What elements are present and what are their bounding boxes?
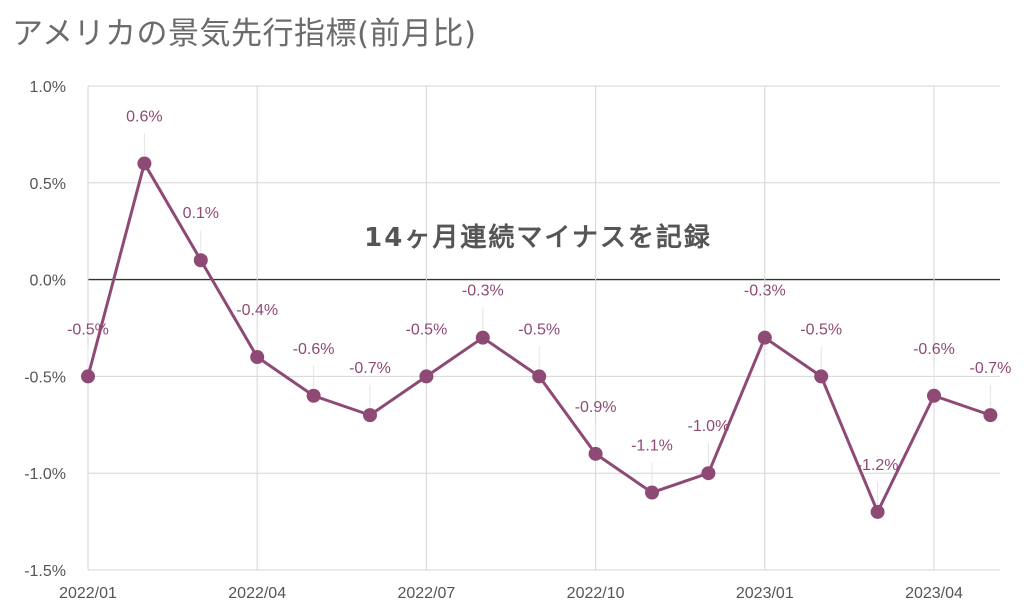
data-point [306,388,321,403]
chart-title: アメリカの景気先行指標(前月比) [12,16,477,52]
data-label: 0.6% [126,108,162,125]
data-point [419,369,434,384]
data-label: -0.3% [744,283,786,300]
data-label: -0.9% [575,399,617,416]
data-label: -1.0% [688,418,730,435]
data-point [814,369,829,384]
data-label: -0.6% [293,341,335,358]
data-point [137,156,152,171]
annotation-text: 14ヶ月連続マイナスを記録 [364,222,712,253]
data-point [588,446,603,461]
data-point [701,466,716,481]
x-tick-label: 2022/10 [567,585,625,602]
data-label: -0.5% [800,321,842,338]
data-label: -1.2% [857,457,899,474]
x-tick-label: 2023/04 [905,585,963,602]
data-label: -0.5% [67,321,109,338]
data-point [870,504,885,519]
data-point [927,388,941,403]
x-tick-label: 2022/07 [397,585,455,602]
data-point [532,369,547,384]
y-tick-label: -0.5% [24,369,66,386]
x-tick-label: 2022/01 [59,585,117,602]
data-point [645,485,659,500]
data-point [475,330,490,345]
data-label: -0.3% [462,283,504,300]
data-point [193,253,208,268]
data-point [757,330,772,345]
data-point [983,408,998,423]
data-label: 0.1% [183,205,219,222]
data-label: -0.6% [913,341,955,358]
x-tick-label: 2022/04 [228,585,286,602]
y-tick-label: 0.5% [30,176,66,193]
y-tick-label: -1.5% [24,563,66,580]
data-label: -0.7% [970,360,1012,377]
data-label: -0.7% [349,360,391,377]
x-tick-label: 2023/01 [736,585,794,602]
data-label: -1.1% [631,438,673,455]
data-label: -0.5% [518,321,560,338]
y-tick-label: 0.0% [30,273,66,290]
data-point [363,408,377,423]
data-label: -0.5% [406,321,448,338]
y-tick-label: 1.0% [30,79,66,96]
data-point [250,350,265,365]
y-tick-label: -1.0% [24,466,66,483]
data-point [81,369,95,384]
data-label: -0.4% [236,302,278,319]
